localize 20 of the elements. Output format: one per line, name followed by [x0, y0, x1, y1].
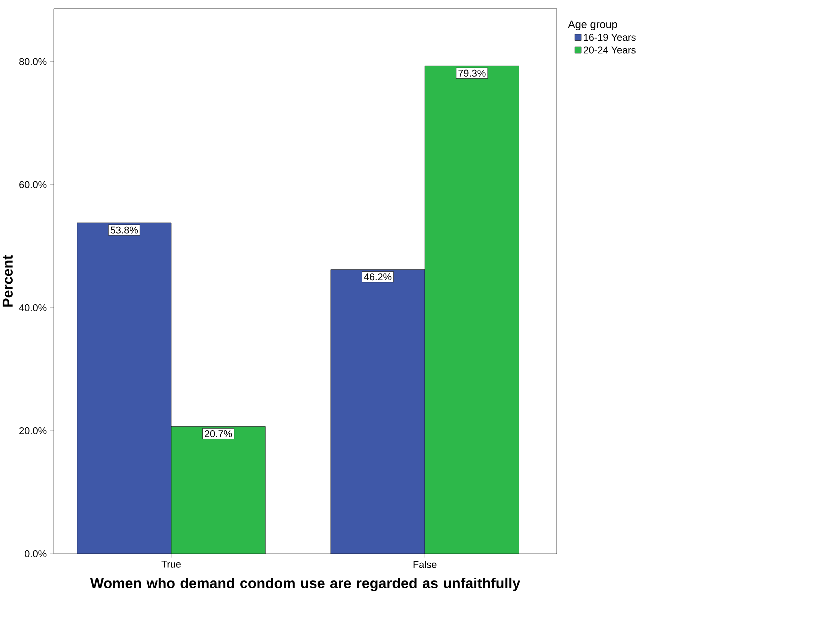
legend-label: 16-19 Years	[584, 34, 636, 42]
legend-label: 20-24 Years	[584, 46, 636, 54]
bar	[171, 426, 266, 554]
x-tick-label: True	[162, 561, 181, 568]
bar	[77, 222, 172, 554]
data-label: 53.8%	[110, 226, 138, 234]
y-tick-label: 20.0%	[20, 428, 47, 435]
y-axis-title: Percent	[2, 255, 13, 307]
data-label: 20.7%	[205, 430, 232, 438]
bar	[330, 270, 426, 554]
y-tick-label: 0.0%	[24, 550, 47, 558]
y-tick-label: 60.0%	[20, 181, 47, 188]
y-tick-label: 40.0%	[19, 304, 47, 312]
data-label: 79.3%	[458, 70, 486, 77]
legend-title: Age group	[568, 20, 618, 31]
y-tick-label: 80.0%	[20, 58, 47, 66]
x-tick-label: False	[414, 561, 437, 568]
x-axis-title: Women who demand condom use are regarded as unfaithfully	[90, 578, 521, 592]
data-label: 46.2%	[364, 274, 392, 281]
bar	[424, 66, 520, 554]
